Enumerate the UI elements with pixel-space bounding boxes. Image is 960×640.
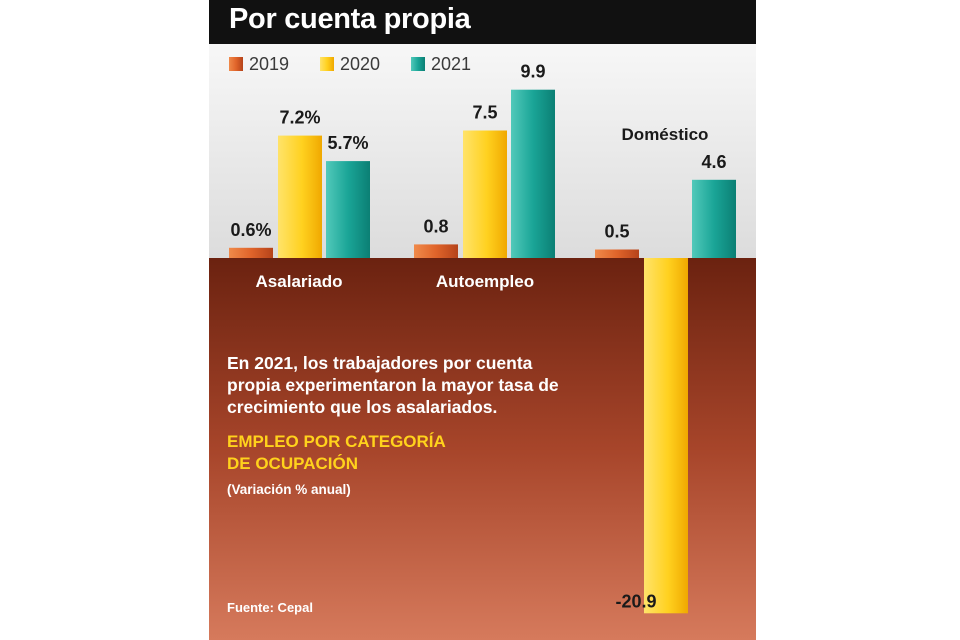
bar-autoempleo-2020 <box>463 130 507 258</box>
legend-swatch-2020 <box>320 57 334 71</box>
source-label: Fuente: Cepal <box>227 600 313 615</box>
chart-subtitle-line1: EMPLEO POR CATEGORÍA <box>227 432 446 451</box>
infographic-panel: 0.6% 7.2% 5.7% 0.8 7.5 9.9 0.5 -20.9 4.6 Asalaria… <box>209 0 756 640</box>
data-label-asalariado-2020: 7.2% <box>279 108 320 128</box>
bar-chart: 0.6% 7.2% 5.7% 0.8 7.5 9.9 0.5 -20.9 4.6 Asalaria… <box>209 44 756 640</box>
legend-item-2019: 2019 <box>229 52 289 76</box>
data-label-domestico-2019: 0.5 <box>604 222 629 242</box>
units-label: (Variación % anual) <box>227 482 351 497</box>
data-label-asalariado-2019: 0.6% <box>230 220 271 240</box>
page-title: Por cuenta propia <box>229 3 471 35</box>
bar-domestico-2020 <box>644 258 688 614</box>
category-label-domestico: Doméstico <box>622 125 709 144</box>
legend-item-2020: 2020 <box>320 52 380 76</box>
data-label-domestico-2021: 4.6 <box>701 152 726 172</box>
bar-autoempleo-2021 <box>511 89 555 258</box>
header-bar: Por cuenta propia <box>209 0 756 44</box>
bar-autoempleo-2019 <box>414 244 458 258</box>
bars-layer <box>229 89 736 614</box>
legend-label-2021: 2021 <box>431 53 472 74</box>
category-label-autoempleo: Autoempleo <box>436 272 534 291</box>
data-label-asalariado-2021: 5.7% <box>327 133 368 153</box>
bar-asalariado-2019 <box>229 247 273 258</box>
category-label-asalariado: Asalariado <box>256 272 343 291</box>
legend-swatch-2021 <box>411 57 425 71</box>
legend-label-2020: 2020 <box>340 53 381 74</box>
chart-subtitle: EMPLEO POR CATEGORÍA DE OCUPACIÓN <box>227 431 527 475</box>
legend-label-2019: 2019 <box>249 53 290 74</box>
bar-domestico-2021 <box>692 179 736 258</box>
bar-asalariado-2020 <box>278 135 322 258</box>
labels-layer: 0.6% 7.2% 5.7% 0.8 7.5 9.9 0.5 -20.9 4.6 Asalaria… <box>230 62 726 612</box>
data-label-domestico-2020: -20.9 <box>615 591 656 611</box>
data-label-autoempleo-2019: 0.8 <box>423 216 448 236</box>
bar-domestico-2019 <box>595 249 639 258</box>
legend-item-2021: 2021 <box>411 52 471 76</box>
data-label-autoempleo-2020: 7.5 <box>472 103 497 123</box>
legend-swatch-2019 <box>229 57 243 71</box>
chart-subtitle-line2: DE OCUPACIÓN <box>227 454 358 473</box>
data-label-autoempleo-2021: 9.9 <box>520 62 545 82</box>
summary-note: En 2021, los trabajadores por cuenta pro… <box>227 353 559 417</box>
bar-asalariado-2021 <box>326 161 370 258</box>
